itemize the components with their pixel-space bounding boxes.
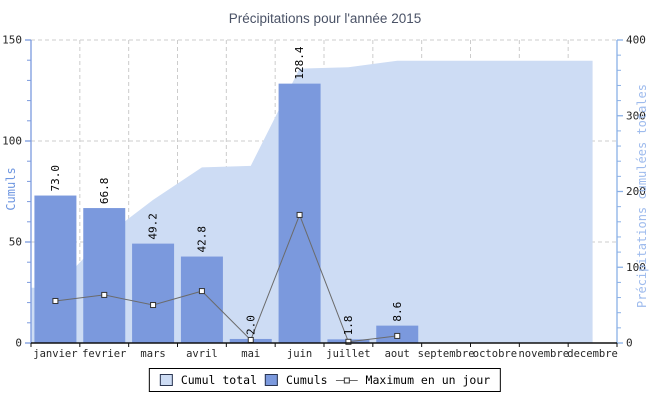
svg-text:100: 100 [2, 135, 22, 148]
svg-text:0: 0 [626, 337, 633, 350]
cumuls-bars [34, 83, 419, 343]
left-axis: 0 50 100 150 [2, 34, 32, 350]
svg-text:300: 300 [626, 109, 646, 122]
svg-text:decembre: decembre [567, 348, 618, 360]
svg-text:66.8: 66.8 [98, 178, 111, 205]
svg-text:juillet: juillet [326, 348, 370, 360]
svg-text:42.8: 42.8 [195, 226, 208, 253]
svg-text:100: 100 [626, 261, 646, 274]
left-axis-title: Cumuls [4, 167, 18, 211]
svg-text:128.4: 128.4 [293, 46, 306, 79]
svg-text:400: 400 [626, 34, 646, 47]
bar-value-labels: 73.0 66.8 49.2 42.8 2.0 128.4 1.8 8.6 [49, 46, 404, 335]
x-axis: janvier fevrier mars avril mai juin juillet aou… [30, 342, 618, 360]
svg-text:49.2: 49.2 [147, 213, 160, 240]
svg-text:aout: aout [385, 348, 410, 360]
legend-label-max-day: Maximum en un jour [365, 373, 491, 387]
svg-text:fevrier: fevrier [82, 348, 126, 360]
svg-text:73.0: 73.0 [49, 165, 62, 192]
chart-legend: Cumul total Cumuls Maximum en un jour [148, 368, 502, 392]
legend-label-cumuls: Cumuls [286, 373, 328, 387]
svg-text:mars: mars [140, 348, 165, 360]
svg-text:octobre: octobre [473, 348, 517, 360]
svg-text:juin: juin [287, 348, 312, 360]
svg-text:septembre: septembre [418, 348, 475, 360]
svg-text:0: 0 [15, 337, 22, 350]
max-day-line [52, 211, 401, 345]
svg-text:150: 150 [2, 34, 22, 47]
svg-text:8.6: 8.6 [391, 302, 404, 322]
chart-title: Précipitations pour l'année 2015 [228, 11, 422, 26]
svg-text:novembre: novembre [518, 348, 569, 360]
svg-text:avril: avril [186, 348, 218, 360]
right-axis-title: Précipitations cumulées totales [635, 84, 649, 308]
svg-text:janvier: janvier [33, 348, 77, 360]
svg-text:50: 50 [9, 236, 22, 249]
cumul-total-swatch [159, 374, 173, 386]
legend-label-cumul-total: Cumul total [180, 373, 257, 387]
max-day-marker-icon [335, 376, 358, 385]
cumuls-swatch [265, 374, 278, 386]
right-axis: 0 100 200 300 400 [616, 34, 646, 350]
svg-text:1.8: 1.8 [342, 315, 355, 335]
svg-text:mai: mai [241, 348, 260, 360]
svg-text:200: 200 [626, 185, 646, 198]
svg-text:2.0: 2.0 [244, 315, 257, 335]
